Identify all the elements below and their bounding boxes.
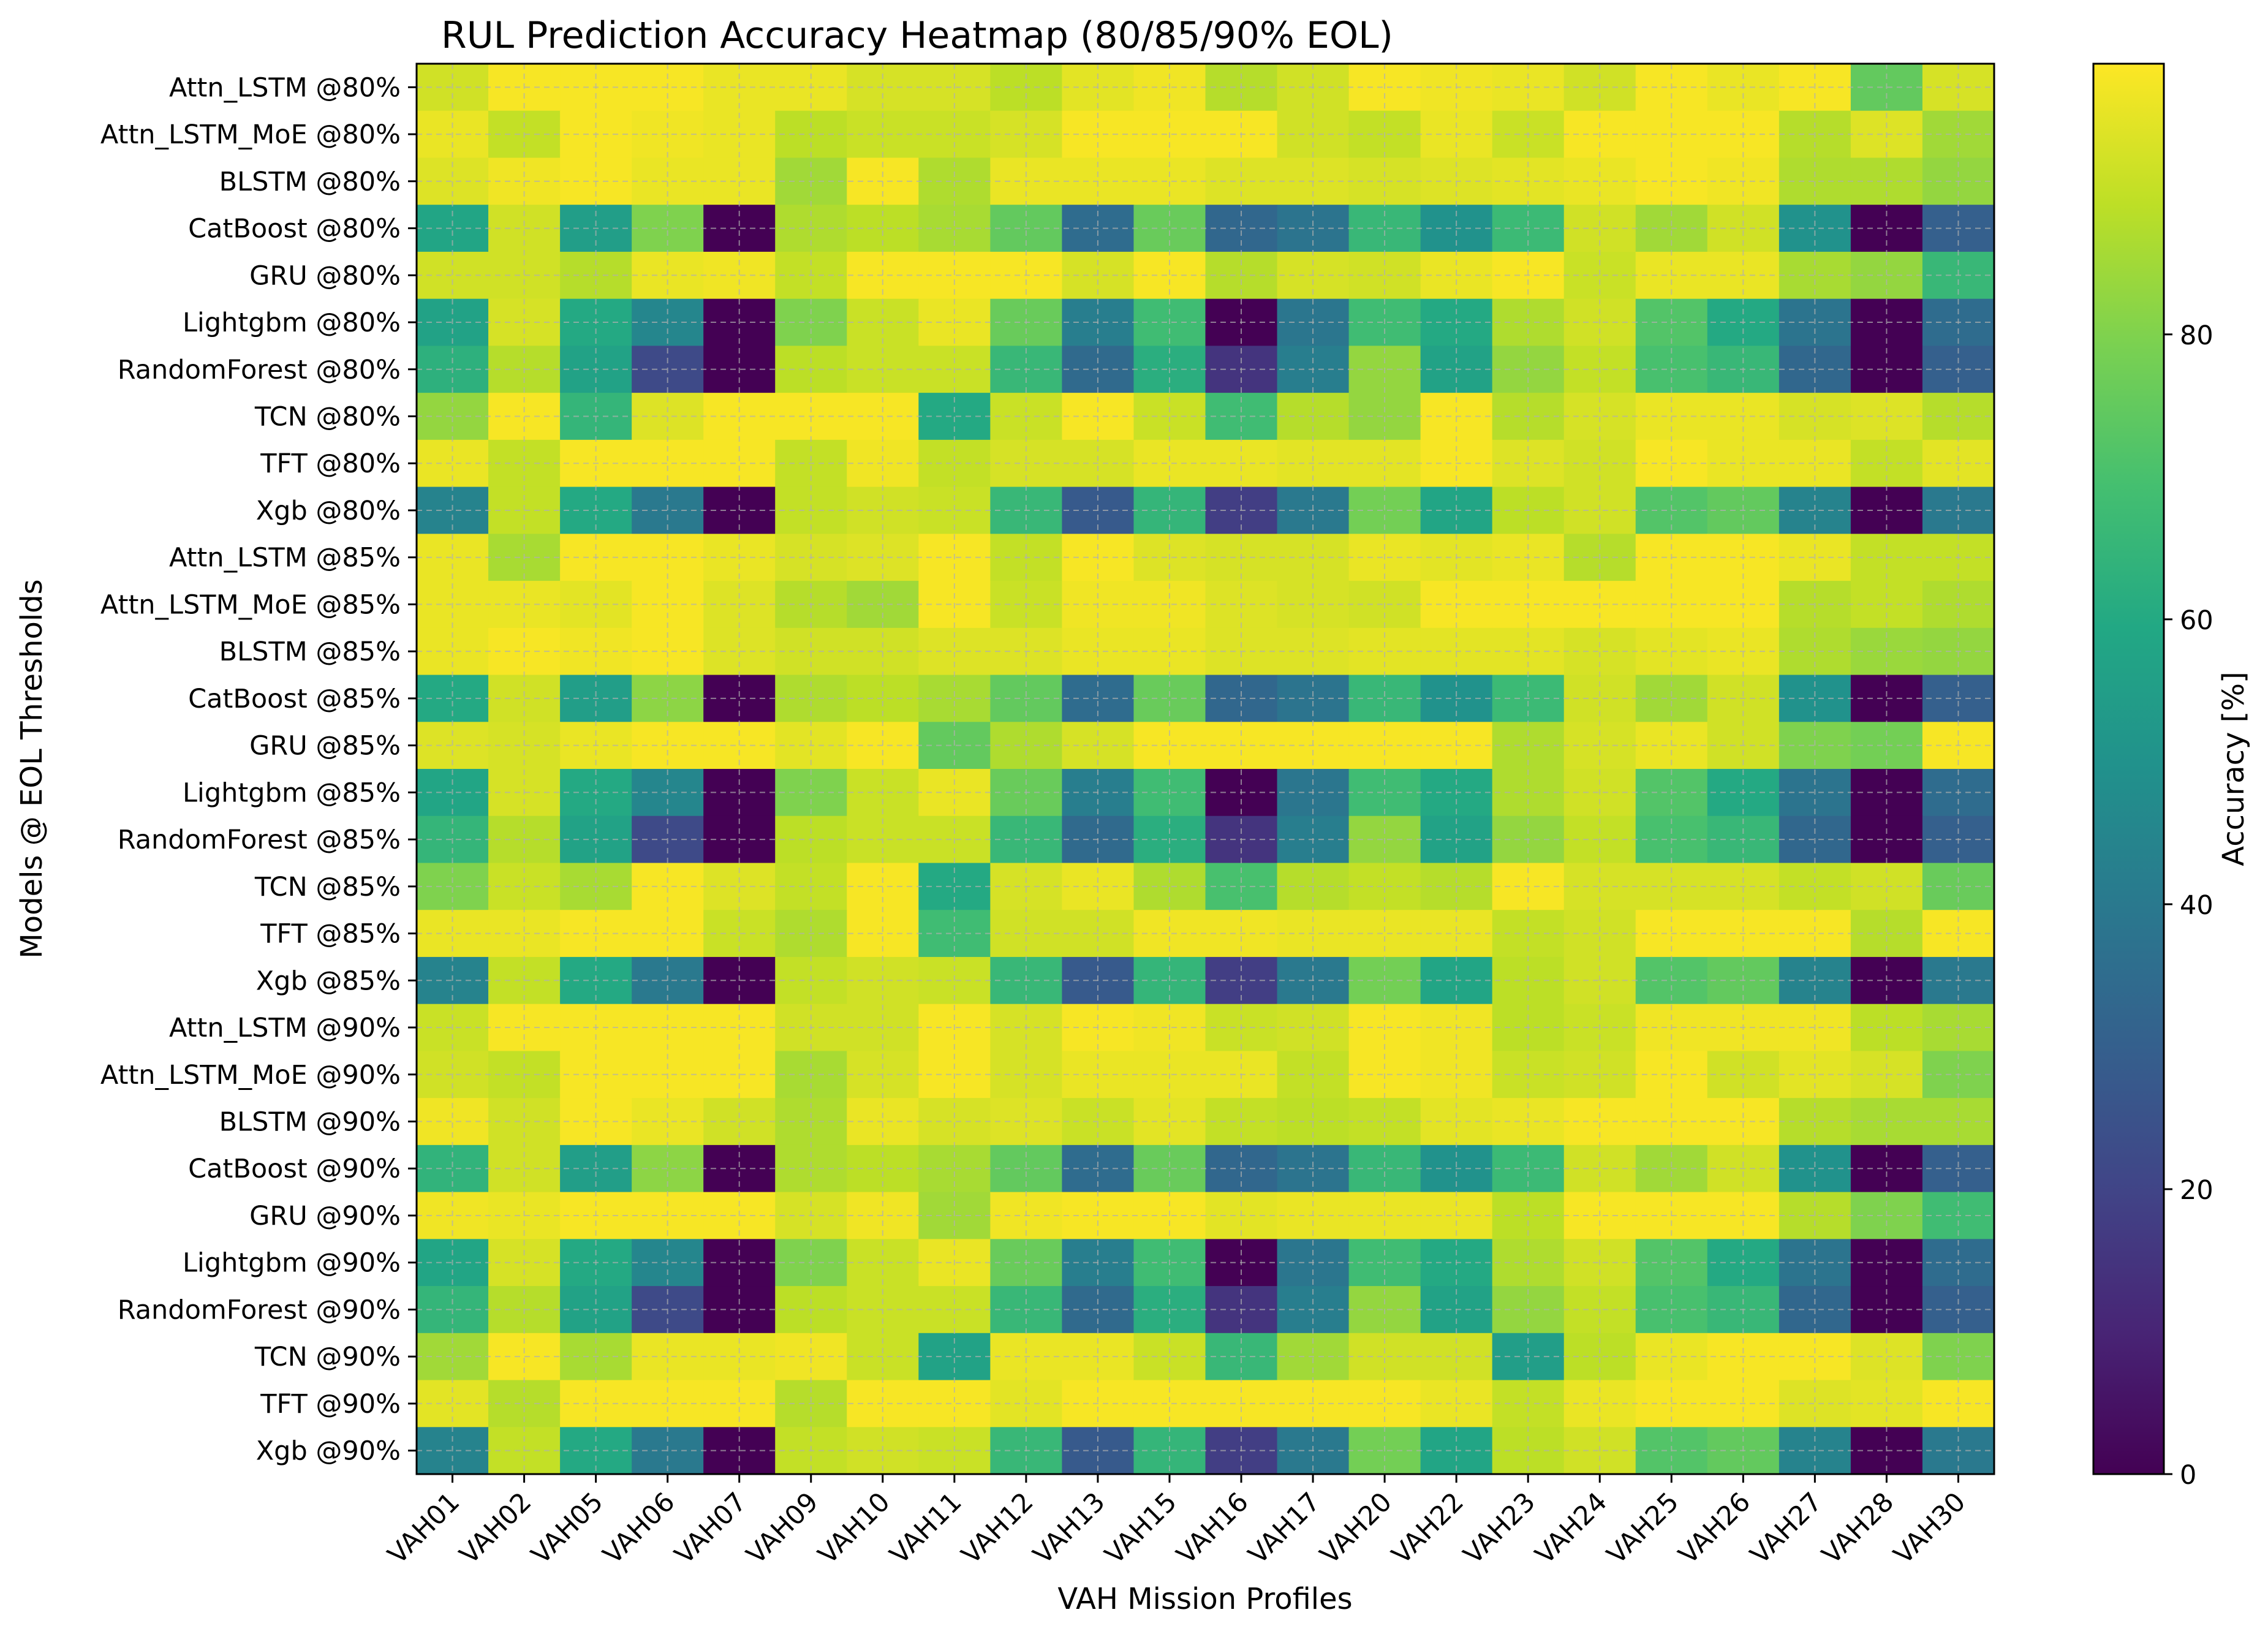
- colorbar: [2092, 62, 2165, 1475]
- y-tick-label: TCN @80%: [254, 402, 401, 433]
- y-tick-label: TFT @90%: [260, 1389, 401, 1420]
- x-tick-label: VAH27: [1745, 1486, 1829, 1570]
- x-tick-label: VAH13: [1027, 1486, 1111, 1570]
- y-tick-label: Attn_LSTM @80%: [169, 72, 401, 103]
- y-tick-label: Attn_LSTM @90%: [169, 1013, 401, 1043]
- colorbar-label: Accuracy [%]: [2217, 671, 2251, 866]
- x-tick-label: VAH07: [669, 1486, 753, 1570]
- x-axis-label: VAH Mission Profiles: [1057, 1582, 1352, 1616]
- chart-title: RUL Prediction Accuracy Heatmap (80/85/9…: [441, 14, 1393, 57]
- y-tick-label: Xgb @85%: [256, 966, 401, 996]
- colorbar-tick-label: 20: [2180, 1175, 2213, 1206]
- x-axis-ticks: VAH01VAH02VAH05VAH06VAH07VAH09VAH10VAH11…: [382, 1474, 1972, 1570]
- y-tick-label: RandomForest @85%: [118, 825, 401, 855]
- y-tick-label: TFT @80%: [260, 448, 401, 479]
- y-tick-label: BLSTM @85%: [219, 637, 401, 667]
- x-tick-label: VAH06: [597, 1486, 681, 1570]
- y-tick-label: GRU @80%: [249, 260, 401, 291]
- x-tick-label: VAH30: [1888, 1486, 1972, 1570]
- x-tick-label: VAH01: [382, 1486, 466, 1570]
- y-tick-label: GRU @90%: [249, 1201, 401, 1231]
- x-tick-label: VAH09: [741, 1486, 825, 1570]
- colorbar-ticks: 0 20 40 60 80: [2164, 320, 2213, 1491]
- x-tick-label: VAH24: [1530, 1486, 1614, 1570]
- x-tick-label: VAH15: [1099, 1486, 1183, 1570]
- y-tick-label: CatBoost @80%: [188, 214, 401, 244]
- grid-lines: [417, 64, 1994, 1474]
- y-axis-label: Models @ EOL Thresholds: [15, 579, 49, 958]
- y-tick-label: CatBoost @90%: [188, 1154, 401, 1184]
- x-tick-label: VAH10: [812, 1486, 896, 1570]
- y-tick-label: BLSTM @80%: [219, 167, 401, 197]
- y-tick-label: TCN @85%: [254, 872, 401, 902]
- colorbar-tick-label: 80: [2180, 320, 2213, 351]
- colorbar-tick-label: 60: [2180, 605, 2213, 636]
- x-tick-label: VAH02: [454, 1486, 538, 1570]
- x-tick-label: VAH16: [1171, 1486, 1255, 1570]
- y-tick-label: Lightgbm @90%: [183, 1248, 401, 1279]
- colorbar-tick-label: 0: [2180, 1460, 2196, 1491]
- x-tick-label: VAH22: [1386, 1486, 1470, 1570]
- y-tick-label: RandomForest @80%: [118, 355, 401, 385]
- y-tick-label: TCN @90%: [254, 1342, 401, 1372]
- y-tick-label: GRU @85%: [249, 731, 401, 762]
- y-axis-ticks: Attn_LSTM @80% Attn_LSTM_MoE @80% BLSTM @8…: [100, 72, 417, 1467]
- y-tick-label: TFT @85%: [260, 919, 401, 950]
- x-tick-label: VAH26: [1673, 1486, 1757, 1570]
- y-tick-label: Lightgbm @80%: [183, 308, 401, 338]
- y-tick-label: Lightgbm @85%: [183, 777, 401, 808]
- y-tick-label: Xgb @80%: [256, 496, 401, 526]
- y-tick-label: Attn_LSTM_MoE @90%: [100, 1060, 401, 1091]
- y-tick-label: Attn_LSTM_MoE @80%: [100, 119, 401, 150]
- y-tick-label: Xgb @90%: [256, 1436, 401, 1467]
- x-tick-label: VAH12: [956, 1486, 1040, 1570]
- y-tick-label: Attn_LSTM_MoE @85%: [100, 589, 401, 620]
- y-tick-label: CatBoost @85%: [188, 684, 401, 714]
- x-tick-label: VAH17: [1242, 1486, 1326, 1570]
- colorbar-tick-label: 40: [2180, 890, 2213, 921]
- x-tick-label: VAH25: [1601, 1486, 1685, 1570]
- y-tick-label: BLSTM @90%: [219, 1107, 401, 1138]
- x-tick-label: VAH23: [1457, 1486, 1541, 1570]
- y-tick-label: Attn_LSTM @85%: [169, 543, 401, 573]
- x-tick-label: VAH28: [1816, 1486, 1900, 1570]
- x-tick-label: VAH05: [526, 1486, 610, 1570]
- x-tick-label: VAH20: [1314, 1486, 1398, 1570]
- y-tick-label: RandomForest @90%: [118, 1295, 401, 1325]
- plot-frame: [415, 62, 1995, 1475]
- x-tick-label: VAH11: [884, 1486, 968, 1570]
